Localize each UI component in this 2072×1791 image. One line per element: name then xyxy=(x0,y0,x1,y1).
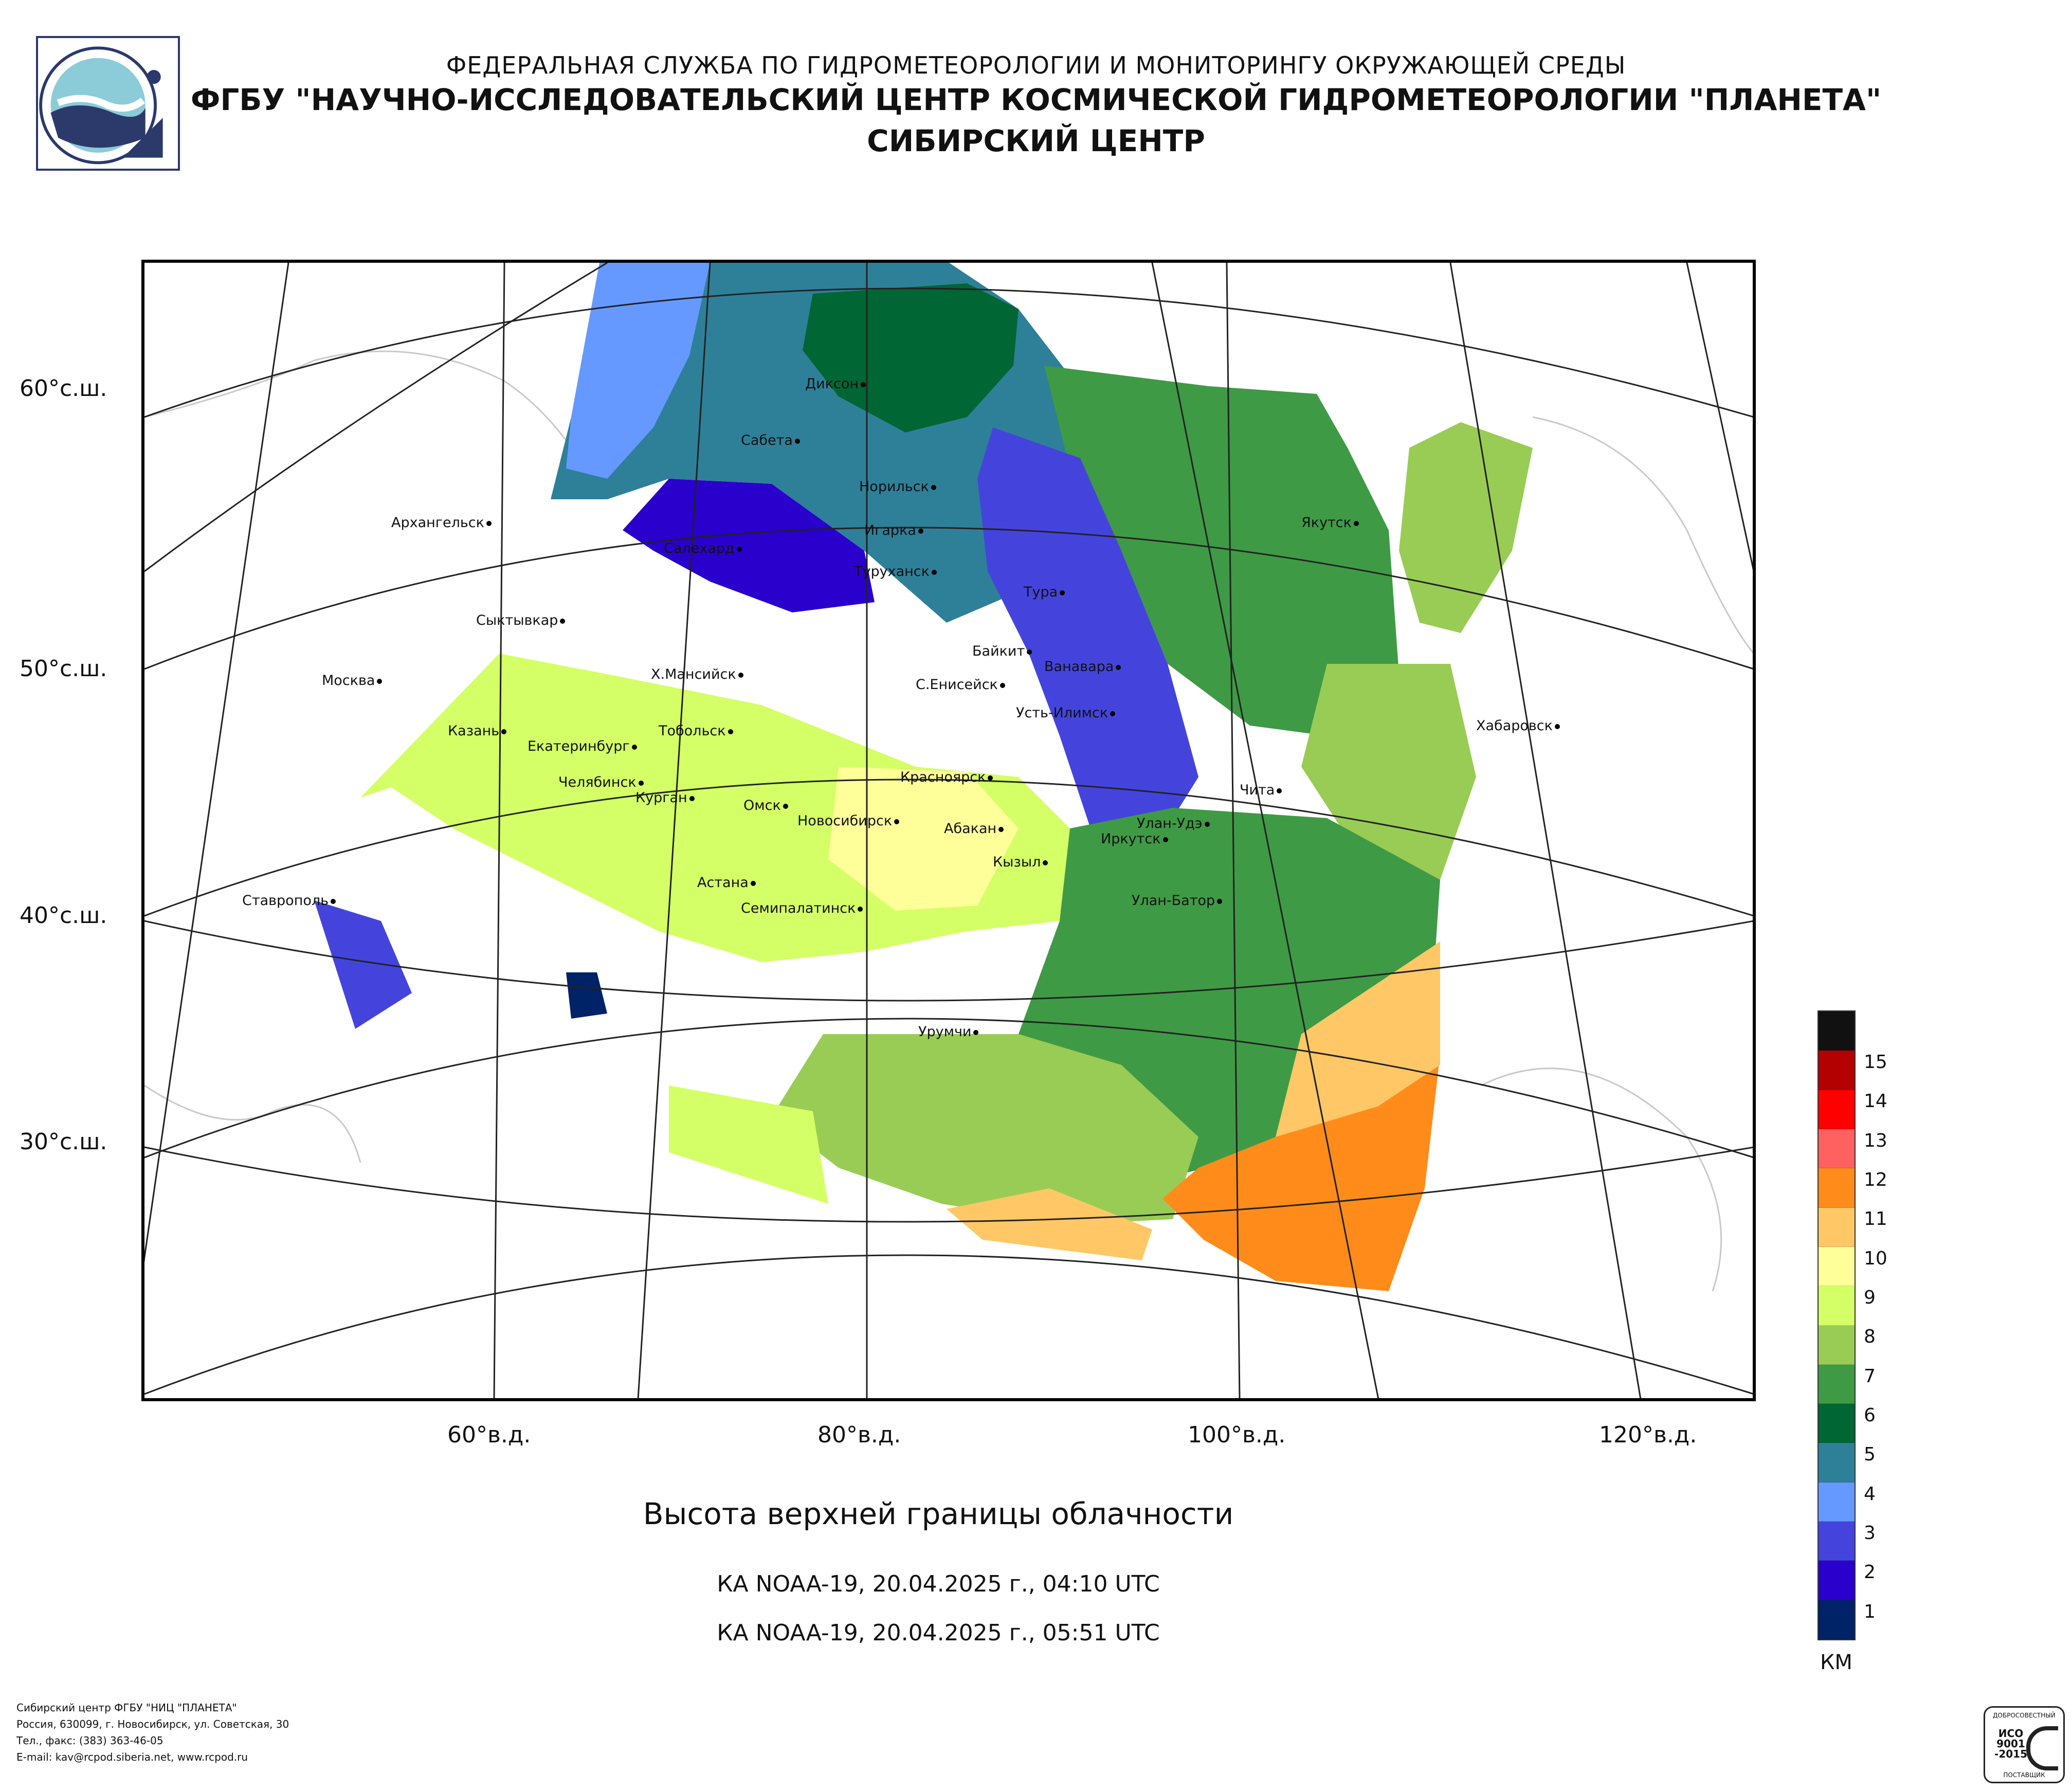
legend-label: 11 xyxy=(1864,1208,1887,1230)
city-label: Улан-Батор xyxy=(1132,893,1223,909)
legend-label: 15 xyxy=(1864,1052,1887,1073)
legend-label: 10 xyxy=(1864,1247,1887,1269)
city-label: Хабаровск xyxy=(1476,718,1560,734)
legend-label: 5 xyxy=(1864,1444,1876,1466)
city-label: Урумчи xyxy=(918,1024,979,1040)
legend-label: 3 xyxy=(1864,1522,1876,1544)
city-label: Сабета xyxy=(741,432,800,448)
header-center: СИБИРСКИЙ ЦЕНТР xyxy=(867,123,1205,158)
footer-org: Сибирский центр ФГБУ "НИЦ "ПЛАНЕТА" xyxy=(16,1702,237,1714)
lon-label-120: 120°в.д. xyxy=(1599,1422,1697,1448)
legend-label: 4 xyxy=(1864,1483,1876,1505)
city-label: Ванавара xyxy=(1044,659,1121,675)
city-label: Иркутск xyxy=(1101,831,1168,847)
legend-label: 12 xyxy=(1864,1169,1887,1191)
city-label: Челябинск xyxy=(558,774,644,790)
color-scale-legend xyxy=(1817,1010,1856,1640)
city-label: Норильск xyxy=(859,479,936,495)
city-label: Тобольск xyxy=(659,723,733,739)
city-label: Архангельск xyxy=(391,515,492,531)
iso-certificate-badge: ДОБРОСОВЕСТНЫЙ ИСО 9001 -2015 ПОСТАВЩИК xyxy=(1984,1706,2065,1783)
lat-label-40: 40°с.ш. xyxy=(20,902,107,929)
legend-swatch xyxy=(1819,1404,1855,1443)
city-label: Салехард xyxy=(664,540,742,556)
legend-swatch xyxy=(1819,1325,1855,1365)
city-label: Москва xyxy=(322,673,383,689)
cloud-top-height-map: Диксон Сабета Норильск Игарка Салехард Т… xyxy=(141,260,1756,1401)
legend-swatch xyxy=(1819,1561,1855,1600)
city-label: Х.Мансийск xyxy=(651,666,743,682)
city-label: Игарка xyxy=(864,522,923,538)
city-label: Курган xyxy=(635,790,695,806)
planeta-logo xyxy=(36,36,180,171)
legend-label: 1 xyxy=(1864,1601,1876,1622)
city-label: Абакан xyxy=(944,821,1004,837)
city-label: Диксон xyxy=(805,376,866,392)
cert-arc-icon xyxy=(2026,1726,2058,1770)
satellite-pass-2: КА NOAA-19, 20.04.2025 г., 05:51 UTC xyxy=(717,1620,1160,1646)
lat-label-50: 50°с.ш. xyxy=(20,656,107,682)
lat-label-60: 60°с.ш. xyxy=(20,375,107,402)
footer-address: Россия, 630099, г. Новосибирск, ул. Сове… xyxy=(16,1718,289,1730)
cert-bottom-text: ПОСТАВЩИК xyxy=(2003,1771,2045,1779)
legend-swatch xyxy=(1819,1090,1855,1129)
legend-swatch xyxy=(1819,1011,1855,1051)
footer-phone: Тел., факс: (383) 363-46-05 xyxy=(16,1734,163,1747)
satellite-pass-1: КА NOAA-19, 20.04.2025 г., 04:10 UTC xyxy=(717,1571,1160,1597)
legend-swatch xyxy=(1819,1168,1855,1208)
city-label: Туруханск xyxy=(854,564,937,580)
city-label: Новосибирск xyxy=(797,813,900,829)
cert-top-text: ДОБРОСОВЕСТНЫЙ xyxy=(1993,1712,2056,1719)
city-label: Сыктывкар xyxy=(476,612,566,628)
footer-contacts: Сибирский центр ФГБУ "НИЦ "ПЛАНЕТА" Росс… xyxy=(16,1699,289,1765)
legend-swatch xyxy=(1819,1051,1855,1090)
legend-label: 13 xyxy=(1864,1130,1887,1151)
city-label: Семипалатинск xyxy=(741,900,863,916)
legend-label: 14 xyxy=(1864,1091,1887,1112)
map-graphics xyxy=(144,263,1753,1398)
lat-label-30: 30°с.ш. xyxy=(20,1129,107,1155)
city-label: Красноярск xyxy=(900,769,993,785)
city-label: Кызыл xyxy=(993,854,1048,870)
legend-swatch xyxy=(1819,1482,1855,1522)
legend-label: 7 xyxy=(1864,1365,1876,1387)
planeta-satellite-logo-icon xyxy=(39,46,163,165)
legend-swatch xyxy=(1819,1364,1855,1404)
city-label: Усть-Илимск xyxy=(1016,705,1116,721)
city-label: Казань xyxy=(448,723,507,739)
city-label: С.Енисейск xyxy=(916,677,1005,693)
legend-swatch xyxy=(1819,1129,1855,1169)
legend-label: 8 xyxy=(1864,1326,1876,1348)
legend-swatch xyxy=(1819,1522,1855,1561)
legend-label: 2 xyxy=(1864,1562,1876,1583)
city-label: Тура xyxy=(1024,584,1065,600)
city-label: Омск xyxy=(743,798,788,813)
city-label: Ставрополь xyxy=(242,893,336,909)
city-label: Чита xyxy=(1240,782,1282,798)
city-label: Байкит xyxy=(972,643,1032,659)
header-institute: ФГБУ "НАУЧНО-ИССЛЕДОВАТЕЛЬСКИЙ ЦЕНТР КОС… xyxy=(190,82,1882,117)
lon-label-80: 80°в.д. xyxy=(817,1422,901,1448)
lon-label-100: 100°в.д. xyxy=(1188,1422,1286,1448)
legend-swatch xyxy=(1819,1443,1855,1482)
legend-swatch xyxy=(1819,1207,1855,1247)
legend-swatch xyxy=(1819,1286,1855,1326)
footer-email: E-mail: kav@rcpod.siberia.net, www.rcpod… xyxy=(16,1751,248,1763)
legend-label: 6 xyxy=(1864,1404,1876,1426)
city-label: Якутск xyxy=(1301,515,1359,531)
cert-mark: ИСО 9001 -2015 xyxy=(1994,1727,2027,1760)
header-agency: ФЕДЕРАЛЬНАЯ СЛУЖБА ПО ГИДРОМЕТЕОРОЛОГИИ … xyxy=(446,51,1626,79)
city-label: Екатеринбург xyxy=(528,738,637,754)
map-title: Высота верхней границы облачности xyxy=(643,1496,1234,1531)
legend-unit: КМ xyxy=(1820,1651,1852,1674)
legend-swatch xyxy=(1819,1600,1855,1639)
lon-label-60: 60°в.д. xyxy=(447,1422,531,1448)
city-label: Астана xyxy=(697,875,756,891)
legend-label: 9 xyxy=(1864,1287,1876,1308)
legend-swatch xyxy=(1819,1246,1855,1287)
city-label: Улан-Удэ xyxy=(1137,816,1210,831)
